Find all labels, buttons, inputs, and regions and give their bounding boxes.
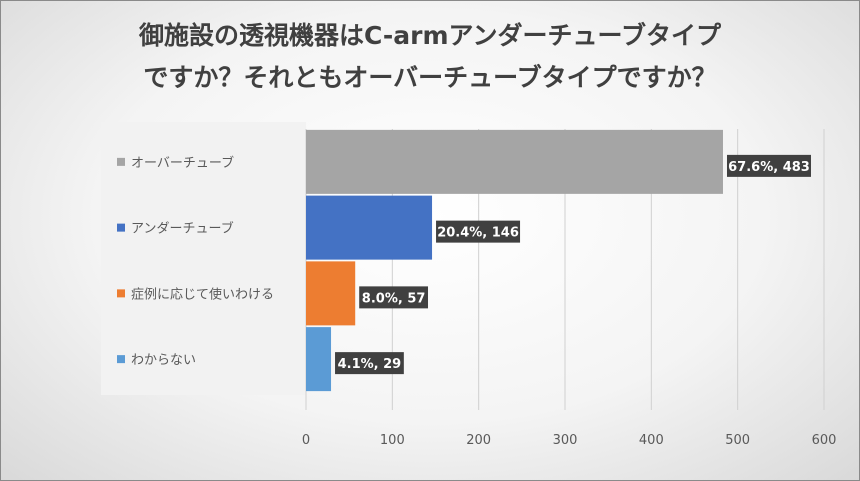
x-tick-label: 600 (812, 433, 837, 448)
data-label-box (359, 286, 429, 309)
category-marker (117, 157, 125, 166)
category-label: オーバーチューブ (131, 155, 234, 171)
bar (306, 195, 433, 260)
category-label: 症例に応じて使いわける (131, 286, 274, 302)
category-label: わからない (131, 353, 196, 368)
data-label-box (726, 154, 811, 177)
category-marker (117, 223, 125, 232)
x-tick-label: 0 (302, 433, 310, 448)
data-label-box (335, 352, 404, 375)
bar (306, 327, 332, 392)
data-label-box (436, 220, 521, 243)
chart-title-line-1: 御施設の透視機器はC-armアンダーチューブタイプ (138, 21, 722, 50)
data-label: 20.4%, 146 (437, 226, 519, 241)
category-label: アンダーチューブ (131, 221, 234, 237)
data-label: 8.0%, 57 (362, 291, 426, 306)
category-label-panel (101, 122, 306, 395)
x-tick-label: 500 (725, 433, 750, 448)
x-tick-label: 200 (466, 433, 491, 448)
category-marker (117, 355, 125, 364)
category-marker (117, 289, 125, 298)
chart-title: 御施設の透視機器はC-armアンダーチューブタイプ ですか？それともオーバーチュ… (1, 15, 859, 99)
data-label: 4.1%, 29 (338, 357, 402, 372)
bar (306, 261, 356, 326)
x-tick-label: 300 (553, 433, 578, 448)
data-label: 67.6%, 483 (728, 160, 810, 175)
x-tick-label: 400 (639, 433, 664, 448)
bar (306, 129, 723, 194)
x-tick-label: 100 (380, 433, 405, 448)
chart-title-line-2: ですか？それともオーバーチューブタイプですか？ (143, 63, 717, 92)
